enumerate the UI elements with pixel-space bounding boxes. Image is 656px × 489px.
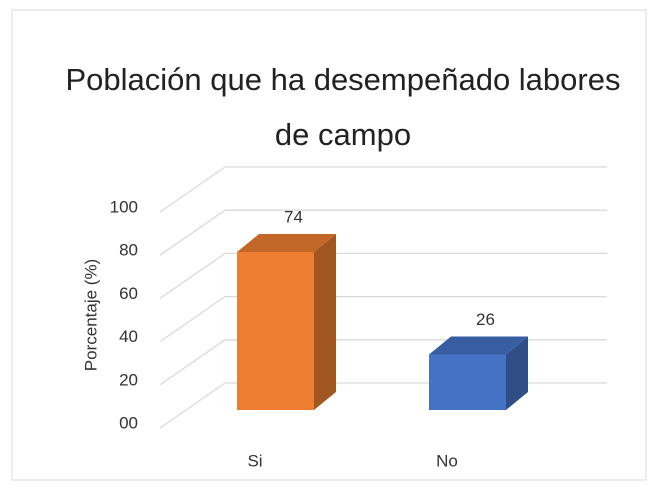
y-tick-label: 20: [119, 370, 138, 389]
y-tick-label: 60: [119, 284, 138, 303]
bar-top: [237, 234, 336, 253]
grid-line: [159, 166, 607, 213]
bar: [429, 354, 506, 410]
bar-side: [314, 234, 336, 410]
y-axis-title: Porcentaje (%): [81, 259, 100, 371]
data-label: 26: [476, 310, 495, 329]
bar-top: [429, 336, 528, 355]
grid-line: [159, 295, 607, 343]
grid-line: [159, 252, 607, 299]
y-tick-label: 40: [119, 327, 138, 346]
x-tick-label: Si: [247, 451, 262, 470]
y-tick-label: 100: [110, 197, 138, 216]
x-tick-label: No: [436, 451, 458, 470]
bar: [237, 252, 314, 410]
chart-title: Población que ha desempeñado labores de …: [65, 62, 621, 152]
grid-line: [159, 209, 607, 256]
y-tick-label: 00: [119, 413, 138, 432]
data-label: 74: [284, 207, 303, 226]
y-tick-label: 80: [119, 241, 138, 260]
bar-side: [506, 336, 528, 410]
